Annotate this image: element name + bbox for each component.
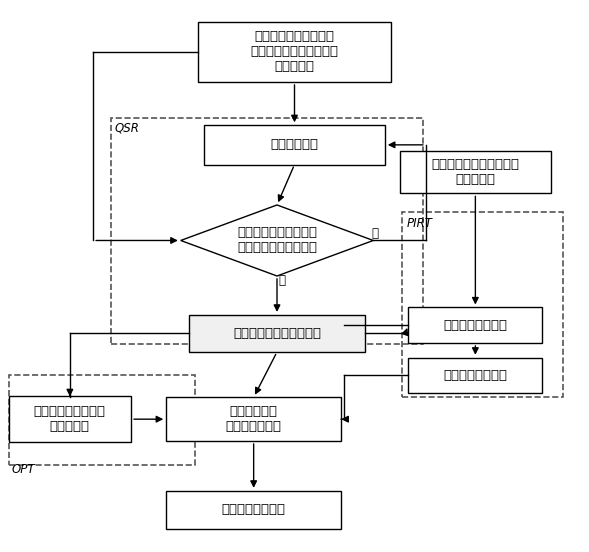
- Text: PIRT: PIRT: [406, 217, 432, 230]
- FancyBboxPatch shape: [9, 396, 131, 442]
- Text: 完成初步设计阶段: 完成初步设计阶段: [221, 503, 286, 516]
- Text: 是: 是: [278, 274, 285, 287]
- Text: 确认安全措施
和确认系统方案: 确认安全措施 和确认系统方案: [226, 405, 282, 433]
- FancyBboxPatch shape: [204, 125, 385, 164]
- FancyBboxPatch shape: [408, 358, 542, 393]
- Text: 确定设计特点与原则、
需求和指导是否相符合: 确定设计特点与原则、 需求和指导是否相符合: [237, 226, 317, 254]
- Polygon shape: [181, 205, 373, 276]
- Text: OPT: OPT: [12, 463, 35, 476]
- Text: 情景或现象的分解: 情景或现象的分解: [444, 319, 507, 332]
- FancyBboxPatch shape: [190, 315, 365, 352]
- Text: 评估现象的重要性: 评估现象的重要性: [444, 369, 507, 382]
- FancyBboxPatch shape: [166, 397, 341, 441]
- FancyBboxPatch shape: [399, 151, 551, 194]
- Text: 设计的优点、缺点、建议: 设计的优点、缺点、建议: [233, 327, 321, 340]
- Text: QSR: QSR: [115, 122, 140, 135]
- Text: 评估正常操作或安全
功能的挑战: 评估正常操作或安全 功能的挑战: [34, 405, 106, 433]
- Text: 否: 否: [372, 227, 379, 240]
- FancyBboxPatch shape: [198, 22, 391, 82]
- Text: 核电厂假设始发事件下的
情景或现象: 核电厂假设始发事件下的 情景或现象: [431, 158, 519, 186]
- FancyBboxPatch shape: [408, 307, 542, 343]
- Text: 识别设计特点: 识别设计特点: [270, 139, 319, 151]
- FancyBboxPatch shape: [166, 491, 341, 529]
- Text: 设置原则、需求、指导
（安全目标、安全法规和
安全方法）: 设置原则、需求、指导 （安全目标、安全法规和 安全方法）: [250, 30, 339, 73]
